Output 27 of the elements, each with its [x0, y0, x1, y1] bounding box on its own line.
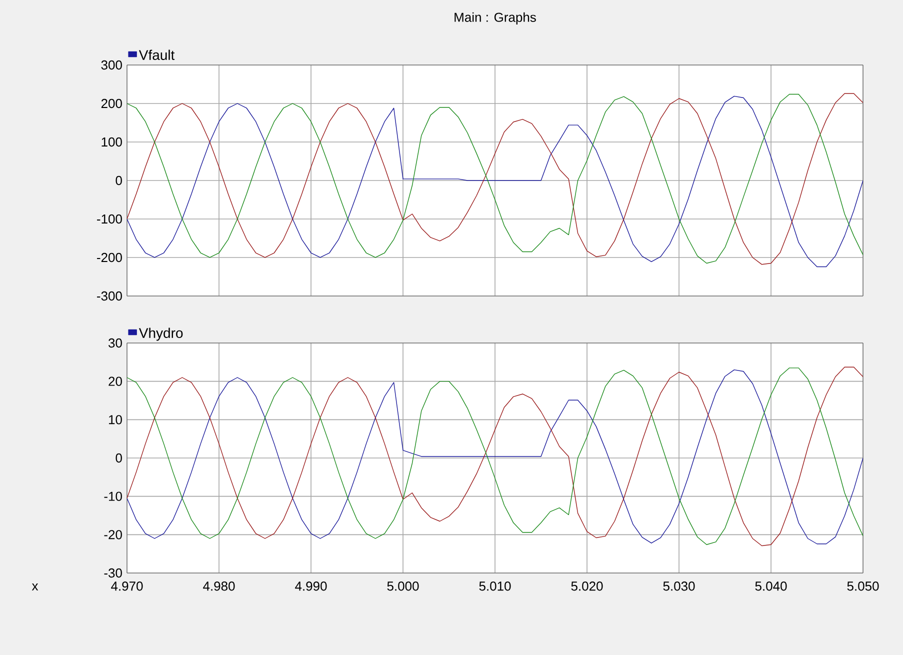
x-tick-label: 5.030	[663, 582, 695, 591]
y-tick-label: 30	[108, 338, 122, 348]
x-tick-label: 5.020	[571, 582, 603, 591]
y-tick-label: -100	[97, 214, 122, 224]
x-tick-label: 4.970	[111, 582, 143, 591]
y-tick-label: 300	[101, 60, 122, 70]
y-tick-label: 20	[108, 376, 122, 386]
y-tick-label: -10	[104, 492, 122, 501]
legend-label: Vhydro	[138, 328, 183, 341]
y-tick-label: 100	[102, 137, 122, 147]
y-tick-label: 0	[116, 176, 122, 186]
legend-label: Vfault	[138, 50, 175, 60]
x-tick-label: 4.990	[295, 582, 327, 591]
x-tick-label: 4.980	[203, 582, 235, 591]
x-axis-title: x	[32, 584, 38, 590]
y-tick-label: -200	[97, 252, 122, 262]
y-tick-label: 200	[101, 98, 122, 108]
x-tick-label: 5.050	[847, 582, 879, 591]
y-tick-label: -20	[104, 530, 122, 540]
y-tick-label: -300	[97, 291, 122, 301]
y-tick-label: -30	[104, 568, 122, 578]
x-tick-label: 5.010	[479, 582, 511, 591]
y-tick-label: 10	[108, 415, 122, 424]
y-tick-label: 0	[116, 453, 122, 463]
x-tick-label: 5.000	[387, 582, 419, 591]
x-tick-label: 5.040	[755, 582, 787, 591]
chart-title: Main : Graphs	[454, 12, 536, 24]
